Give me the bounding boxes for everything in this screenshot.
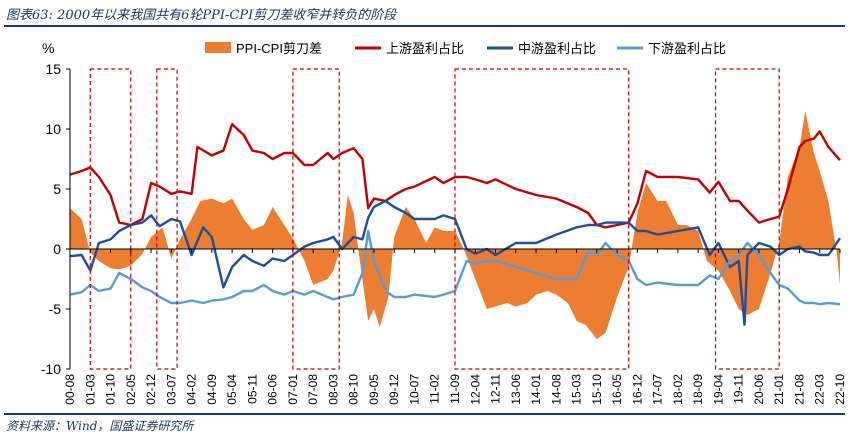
x-tick-label: 22-03 xyxy=(813,374,827,405)
x-tick-label: 05-04 xyxy=(225,374,239,405)
x-tick-label: 16-12 xyxy=(630,374,644,405)
x-tick-label: 21-01 xyxy=(772,374,786,405)
y-tick-label: -10 xyxy=(41,361,61,377)
x-tick-label: 15-03 xyxy=(570,374,584,405)
x-tick-label: 14-01 xyxy=(529,374,543,405)
x-tick-label: 02-05 xyxy=(124,374,138,405)
x-tick-label: 06-06 xyxy=(266,374,280,405)
x-tick-label: 19-11 xyxy=(732,374,746,404)
x-tick-label: 13-06 xyxy=(509,374,523,405)
y-tick-label: 0 xyxy=(53,241,61,257)
period-box-4 xyxy=(714,68,780,370)
x-tick-label: 01-10 xyxy=(104,374,118,405)
series-line-3 xyxy=(69,229,841,306)
plot-area xyxy=(69,68,841,370)
x-tick-label: 17-07 xyxy=(651,374,665,405)
x-tick-label: 11-02 xyxy=(428,374,442,404)
x-tick-label: 05-11 xyxy=(245,374,259,404)
x-tick-label: 16-05 xyxy=(610,374,624,405)
x-tick-label: 09-05 xyxy=(367,374,381,405)
x-tick-label: 07-08 xyxy=(306,374,320,405)
x-tick-label: 15-10 xyxy=(590,374,604,405)
x-tick-label: 12-11 xyxy=(489,374,503,404)
x-axis: 00-08 01-03 01-10 02-05 02-12 03-07 04-02 04-09… xyxy=(63,248,847,405)
y-tick-label: -5 xyxy=(49,301,62,317)
x-tick-label: 01-03 xyxy=(83,374,97,405)
legend-swatch-0 xyxy=(205,42,231,53)
x-tick-label: 18-02 xyxy=(671,374,685,405)
x-tick-label: 14-08 xyxy=(549,374,563,405)
x-tick-label: 10-07 xyxy=(407,374,421,405)
x-tick-label: 00-08 xyxy=(63,374,77,405)
x-tick-label: 08-10 xyxy=(347,374,361,405)
x-tick-label: 18-09 xyxy=(691,374,705,405)
y-unit-label: % xyxy=(42,40,54,56)
legend-label-2: 中游盈利占比 xyxy=(518,41,596,56)
y-tick-label: 15 xyxy=(45,61,61,77)
x-tick-label: 08-03 xyxy=(326,374,340,405)
x-tick-label: 04-02 xyxy=(185,374,199,405)
x-tick-label: 09-12 xyxy=(387,374,401,405)
x-tick-label: 04-09 xyxy=(205,374,219,405)
period-box-1 xyxy=(156,68,178,370)
x-tick-label: 03-07 xyxy=(164,374,178,405)
period-box-2 xyxy=(292,68,340,370)
x-tick-label: 20-06 xyxy=(752,374,766,405)
legend: PPI-CPI剪刀差 上游盈利占比 中游盈利占比 下游盈利占比 xyxy=(205,41,726,56)
x-tick-label: 02-12 xyxy=(144,374,158,405)
source-note: 资料来源：Wind，国盛证券研究所 xyxy=(6,419,194,433)
x-tick-label: 22-10 xyxy=(833,374,847,405)
legend-label-3: 下游盈利占比 xyxy=(648,41,726,56)
y-tick-label: 5 xyxy=(53,181,61,197)
legend-label-0: PPI-CPI剪刀差 xyxy=(236,41,322,56)
series-area-ppi-cpi xyxy=(70,111,840,339)
x-tick-label: 12-04 xyxy=(468,374,482,405)
legend-label-1: 上游盈利占比 xyxy=(386,41,464,56)
x-tick-label: 11-09 xyxy=(448,374,462,404)
y-axis: 15 10 5 0 -5 -10% xyxy=(41,40,71,377)
x-tick-label: 21-08 xyxy=(792,374,806,405)
period-box-3 xyxy=(454,68,630,370)
x-tick-label: 07-01 xyxy=(286,374,300,405)
series-line-1 xyxy=(69,122,841,229)
series-line-2 xyxy=(69,199,841,326)
title-rule xyxy=(4,25,845,27)
y-tick-label: 10 xyxy=(45,121,61,137)
x-tick-label: 19-04 xyxy=(711,374,725,405)
period-box-0 xyxy=(89,68,132,370)
figure-title: 图表63: 2000年以来我国共有6轮PPI-CPI剪刀差收窄并转负的阶段 xyxy=(6,8,397,23)
source-rule xyxy=(4,413,845,415)
